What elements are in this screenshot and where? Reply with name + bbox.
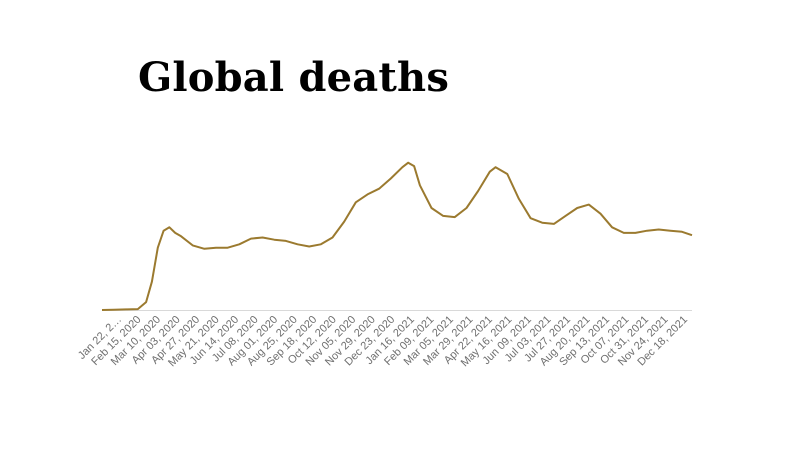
series-layer [101, 161, 693, 311]
series-line [101, 161, 693, 311]
data-points [101, 162, 693, 311]
chart-title: Global deaths [138, 54, 450, 101]
